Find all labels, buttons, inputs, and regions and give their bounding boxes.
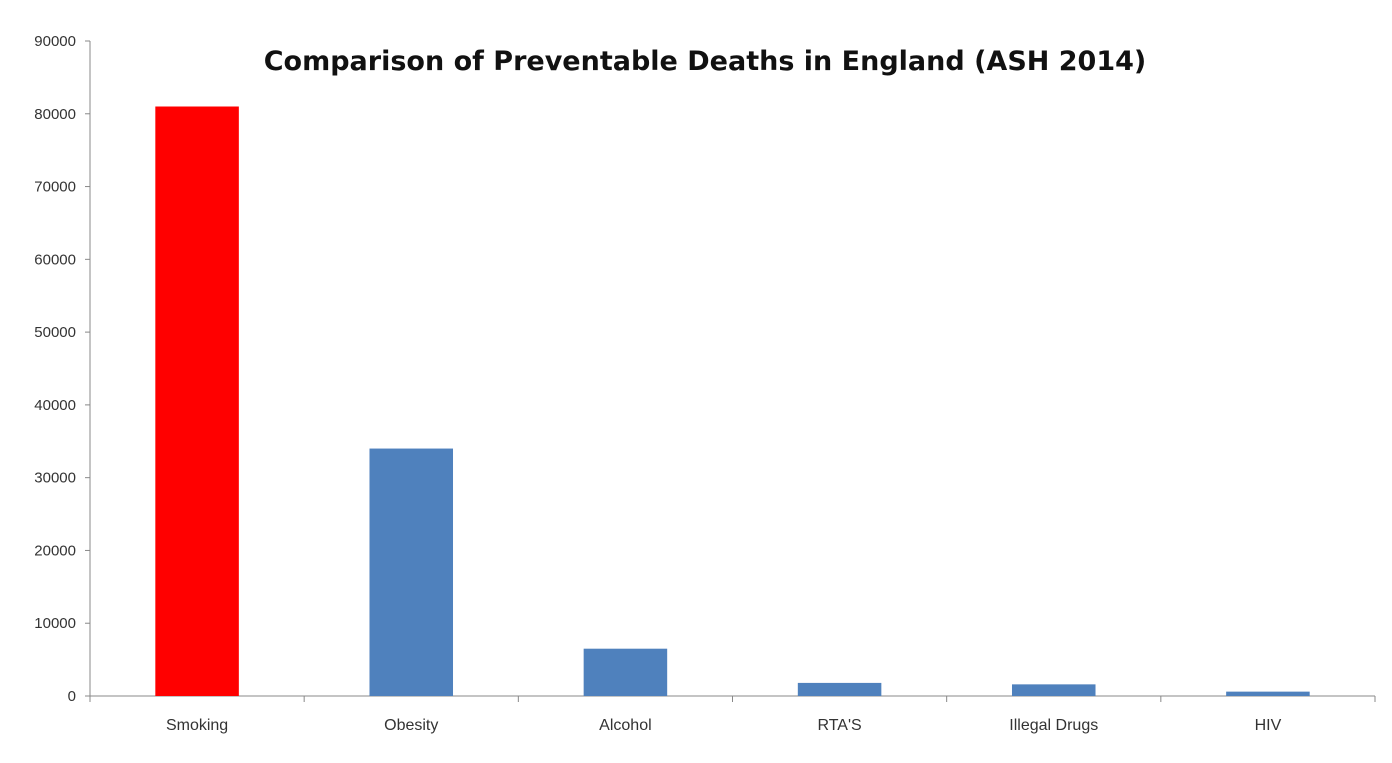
y-tick-label: 0 (68, 688, 76, 705)
bar-rta-s (797, 682, 882, 696)
x-axis: Smoking Obesity Alcohol RTA'S Illegal Drugs H… (89, 695, 1376, 734)
x-category-label: Illegal Drugs (1009, 717, 1098, 734)
chart-title: Comparison of Preventable Deaths in Engl… (264, 46, 1147, 77)
y-tick-label: 60000 (34, 251, 76, 268)
y-axis: 0 10000 20000 30000 40000 50000 60000 70000 8000… (34, 33, 91, 705)
y-tick-label: 10000 (34, 615, 76, 632)
bar-illegal-drugs (1011, 684, 1096, 696)
bar-hiv (1226, 691, 1310, 696)
bar-alcohol (583, 648, 668, 696)
bar-smoking (155, 106, 239, 696)
bars (155, 106, 1310, 696)
y-tick-label: 20000 (34, 542, 76, 559)
y-tick-label: 30000 (34, 470, 76, 487)
y-tick-label: 40000 (34, 397, 76, 414)
x-category-label: Obesity (384, 717, 438, 734)
x-category-label: Alcohol (599, 717, 651, 734)
x-category-label: HIV (1255, 717, 1282, 734)
y-tick-label: 70000 (34, 179, 76, 196)
y-tick-label: 80000 (34, 106, 76, 123)
y-tick-label: 90000 (34, 33, 76, 50)
y-tick-label: 50000 (34, 324, 76, 341)
x-category-label: Smoking (166, 717, 228, 734)
x-category-label: RTA'S (817, 717, 861, 734)
bar-obesity (369, 448, 454, 696)
